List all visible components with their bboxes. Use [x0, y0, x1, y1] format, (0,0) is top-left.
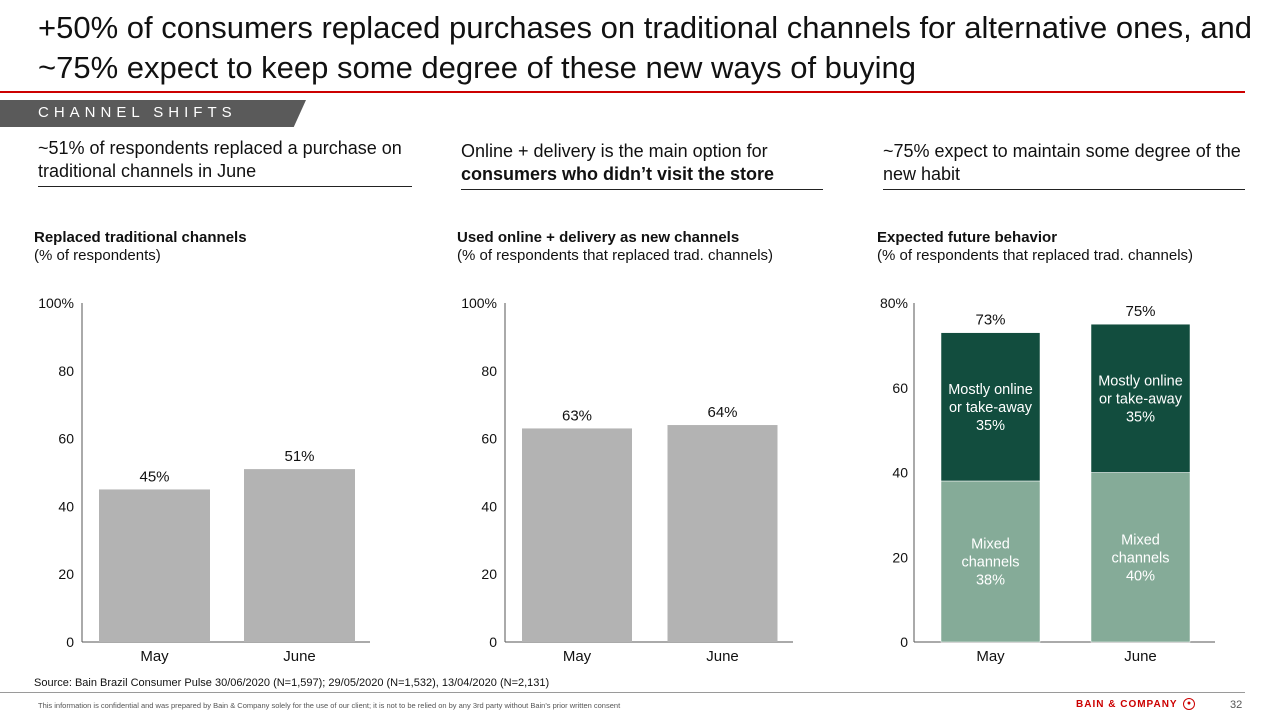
chart-1-bar-value-label: 45%: [139, 468, 169, 485]
chart-3-segment-label: 38%: [976, 572, 1005, 588]
chart-3-segment-label: 35%: [1126, 409, 1155, 425]
section-label: CHANNEL SHIFTS: [38, 104, 237, 121]
chart-3-title: Expected future behavior: [877, 229, 1058, 246]
section-tab: CHANNEL SHIFTS: [0, 100, 306, 127]
chart-1-y-tick-label: 80: [58, 363, 74, 379]
chart-2-x-category-label: May: [563, 648, 592, 665]
chart-1-y-tick-label: 0: [66, 634, 74, 650]
chart-2-y-tick-label: 20: [481, 566, 497, 582]
slide-title: +50% of consumers replaced purchases on …: [38, 10, 1253, 85]
title-divider: [0, 91, 1245, 93]
chart-3-stacked-segment: [1090, 472, 1191, 643]
chart-3-segment-label: 35%: [976, 418, 1005, 434]
chart-3-segment-label: Mixed: [971, 536, 1010, 552]
chart-1-y-tick-label: 60: [58, 431, 74, 447]
column-2-headline-bold: consumers who didn’t visit the store: [461, 164, 775, 184]
chart-2-subtitle: (% of respondents that replaced trad. ch…: [457, 247, 774, 264]
footer-divider: [0, 692, 1245, 693]
chart-3-segment-label: Mostly online: [948, 382, 1033, 398]
confidentiality-disclaimer: This information is confidential and was…: [38, 701, 621, 710]
chart-3-y-tick-label: 20: [892, 549, 908, 565]
chart-1-title: Replaced traditional channels: [34, 229, 247, 246]
chart-3-stacked-segment: [940, 332, 1041, 482]
chart-3-x-category-label: May: [976, 648, 1005, 665]
chart-1-bar-value-label: 51%: [284, 448, 314, 465]
chart-1-title-block: Replaced traditional channels (% of resp…: [34, 229, 414, 265]
chart-2-bar: [522, 428, 632, 642]
chart-3-segment-label: channels: [1111, 550, 1169, 566]
chart-3-subtitle: (% of respondents that replaced trad. ch…: [877, 247, 1194, 264]
chart-2-y-tick-label: 100%: [461, 295, 497, 311]
chart-1-y-tick-label: 20: [58, 566, 74, 582]
chart-2-y-tick-label: 60: [481, 431, 497, 447]
chart-3-y-tick-label: 60: [892, 380, 908, 396]
chart-1-bar: [99, 489, 210, 642]
chart-2-y-tick-label: 80: [481, 363, 497, 379]
column-2-headline-plain: Online + delivery is the main option for: [461, 141, 768, 161]
brand-logo-text: BAIN & COMPANY: [1076, 699, 1178, 710]
chart-2-y-tick-label: 40: [481, 498, 497, 514]
column-3-headline: ~75% expect to maintain some degree of t…: [883, 140, 1245, 190]
chart-3-segment-label: Mostly online: [1098, 373, 1183, 389]
chart-1-y-tick-label: 100%: [38, 295, 74, 311]
chart-2-x-category-label: June: [706, 648, 739, 665]
chart-3-segment-label: or take-away: [949, 400, 1033, 416]
chart-3-title-block: Expected future behavior (% of responden…: [877, 229, 1257, 265]
chart-2-title: Used online + delivery as new channels: [457, 229, 740, 246]
chart-3-segment-label: 40%: [1126, 568, 1155, 584]
column-1-headline: ~51% of respondents replaced a purchase …: [38, 137, 412, 187]
chart-1-subtitle: (% of respondents): [34, 247, 161, 264]
chart-1-x-category-label: May: [140, 648, 169, 665]
chart-3-y-tick-label: 0: [900, 634, 908, 650]
chart-1-x-category-label: June: [283, 648, 316, 665]
chart-3-y-tick-label: 40: [892, 465, 908, 481]
chart-2-bar-value-label: 64%: [707, 404, 737, 421]
column-2-headline: Online + delivery is the main option for…: [461, 140, 823, 190]
chart-3-x-category-label: June: [1124, 648, 1157, 665]
chart-3-stacked-segment: [940, 480, 1041, 643]
chart-3-total-label: 73%: [975, 312, 1005, 329]
chart-3-segment-label: channels: [961, 554, 1019, 570]
brand-mark-icon: ●: [1183, 698, 1195, 710]
chart-1-y-tick-label: 40: [58, 498, 74, 514]
chart-2-bar-value-label: 63%: [562, 407, 592, 424]
page-number: 32: [1230, 699, 1243, 711]
source-note: Source: Bain Brazil Consumer Pulse 30/06…: [34, 677, 550, 689]
chart-3-segment-label: Mixed: [1121, 532, 1160, 548]
chart-3-stacked-segment: [1090, 323, 1191, 473]
chart-2-title-block: Used online + delivery as new channels (…: [457, 229, 837, 265]
chart-2-bar: [667, 425, 778, 642]
chart-2-y-tick-label: 0: [489, 634, 497, 650]
chart-1-bar: [244, 469, 355, 642]
chart-3-total-label: 75%: [1125, 303, 1155, 320]
chart-3-segment-label: or take-away: [1099, 391, 1183, 407]
chart-3-y-tick-label: 80%: [880, 295, 908, 311]
